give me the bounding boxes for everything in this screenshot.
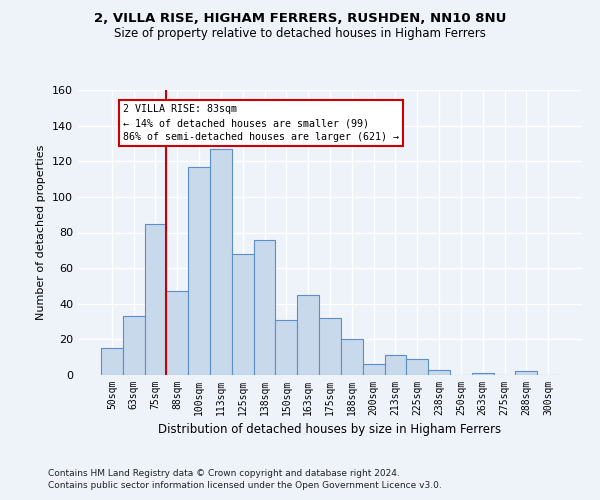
Bar xyxy=(363,364,385,375)
Bar xyxy=(472,373,494,375)
Text: Size of property relative to detached houses in Higham Ferrers: Size of property relative to detached ho… xyxy=(114,28,486,40)
Bar xyxy=(406,359,428,375)
Bar xyxy=(275,320,297,375)
Bar xyxy=(145,224,166,375)
Bar xyxy=(123,316,145,375)
Bar xyxy=(232,254,254,375)
Text: 2 VILLA RISE: 83sqm
← 14% of detached houses are smaller (99)
86% of semi-detach: 2 VILLA RISE: 83sqm ← 14% of detached ho… xyxy=(123,104,399,142)
Text: 2, VILLA RISE, HIGHAM FERRERS, RUSHDEN, NN10 8NU: 2, VILLA RISE, HIGHAM FERRERS, RUSHDEN, … xyxy=(94,12,506,26)
X-axis label: Distribution of detached houses by size in Higham Ferrers: Distribution of detached houses by size … xyxy=(158,424,502,436)
Bar xyxy=(166,292,188,375)
Bar xyxy=(385,356,406,375)
Text: Contains public sector information licensed under the Open Government Licence v3: Contains public sector information licen… xyxy=(48,481,442,490)
Bar xyxy=(428,370,450,375)
Bar xyxy=(254,240,275,375)
Bar xyxy=(188,166,210,375)
Y-axis label: Number of detached properties: Number of detached properties xyxy=(37,145,46,320)
Bar xyxy=(297,295,319,375)
Bar xyxy=(515,372,537,375)
Bar xyxy=(341,340,363,375)
Bar xyxy=(319,318,341,375)
Text: Contains HM Land Registry data © Crown copyright and database right 2024.: Contains HM Land Registry data © Crown c… xyxy=(48,468,400,477)
Bar xyxy=(101,348,123,375)
Bar xyxy=(210,149,232,375)
